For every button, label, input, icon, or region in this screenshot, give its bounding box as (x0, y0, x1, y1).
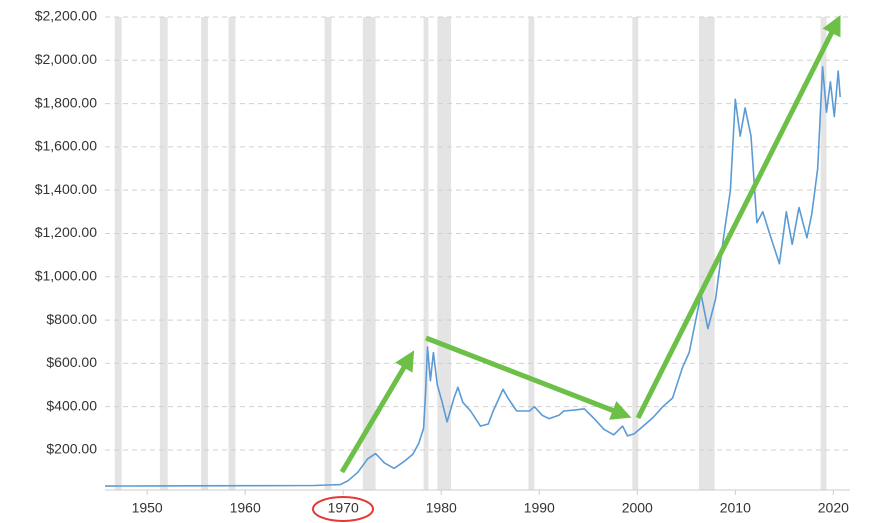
highlight-circle (312, 496, 374, 522)
y-tick-label: $800.00 (46, 311, 97, 327)
y-tick-label: $1,200.00 (35, 224, 97, 240)
y-tick-label: $2,000.00 (35, 51, 97, 67)
x-tick-label: 2000 (622, 500, 653, 516)
shaded-period (362, 17, 376, 490)
y-tick-label: $600.00 (46, 354, 97, 370)
shaded-period (528, 17, 535, 490)
x-tick-label: 1990 (524, 500, 555, 516)
price-line (104, 66, 841, 487)
x-tick-label: 2010 (720, 500, 751, 516)
arrow (635, 15, 841, 420)
shaded-period (699, 17, 715, 490)
y-tick-label: $200.00 (46, 441, 97, 457)
shaded-period (437, 17, 452, 490)
y-tick-label: $1,400.00 (35, 181, 97, 197)
annotation-arrows (339, 15, 841, 474)
y-tick-label: $1,000.00 (35, 267, 97, 283)
y-tick-label: $1,800.00 (35, 94, 97, 110)
x-tick-label: 1950 (132, 500, 163, 516)
shaded-period (159, 17, 168, 490)
shaded-period (114, 17, 122, 490)
x-tick-label: 1970 (328, 500, 359, 516)
shaded-period (228, 17, 236, 490)
shaded-period (632, 17, 639, 490)
shaded-period (324, 17, 332, 490)
x-tick-label: 1980 (426, 500, 457, 516)
y-tick-label: $1,600.00 (35, 138, 97, 154)
shaded-period (201, 17, 208, 490)
arrow (425, 335, 632, 420)
x-tick-label: 2020 (818, 500, 849, 516)
arrow (339, 350, 415, 474)
shaded-period (423, 17, 429, 490)
y-tick-label: $2,200.00 (35, 8, 97, 24)
x-tick-label: 1960 (230, 500, 261, 516)
shaded-period (820, 17, 827, 490)
y-tick-label: $400.00 (46, 397, 97, 413)
